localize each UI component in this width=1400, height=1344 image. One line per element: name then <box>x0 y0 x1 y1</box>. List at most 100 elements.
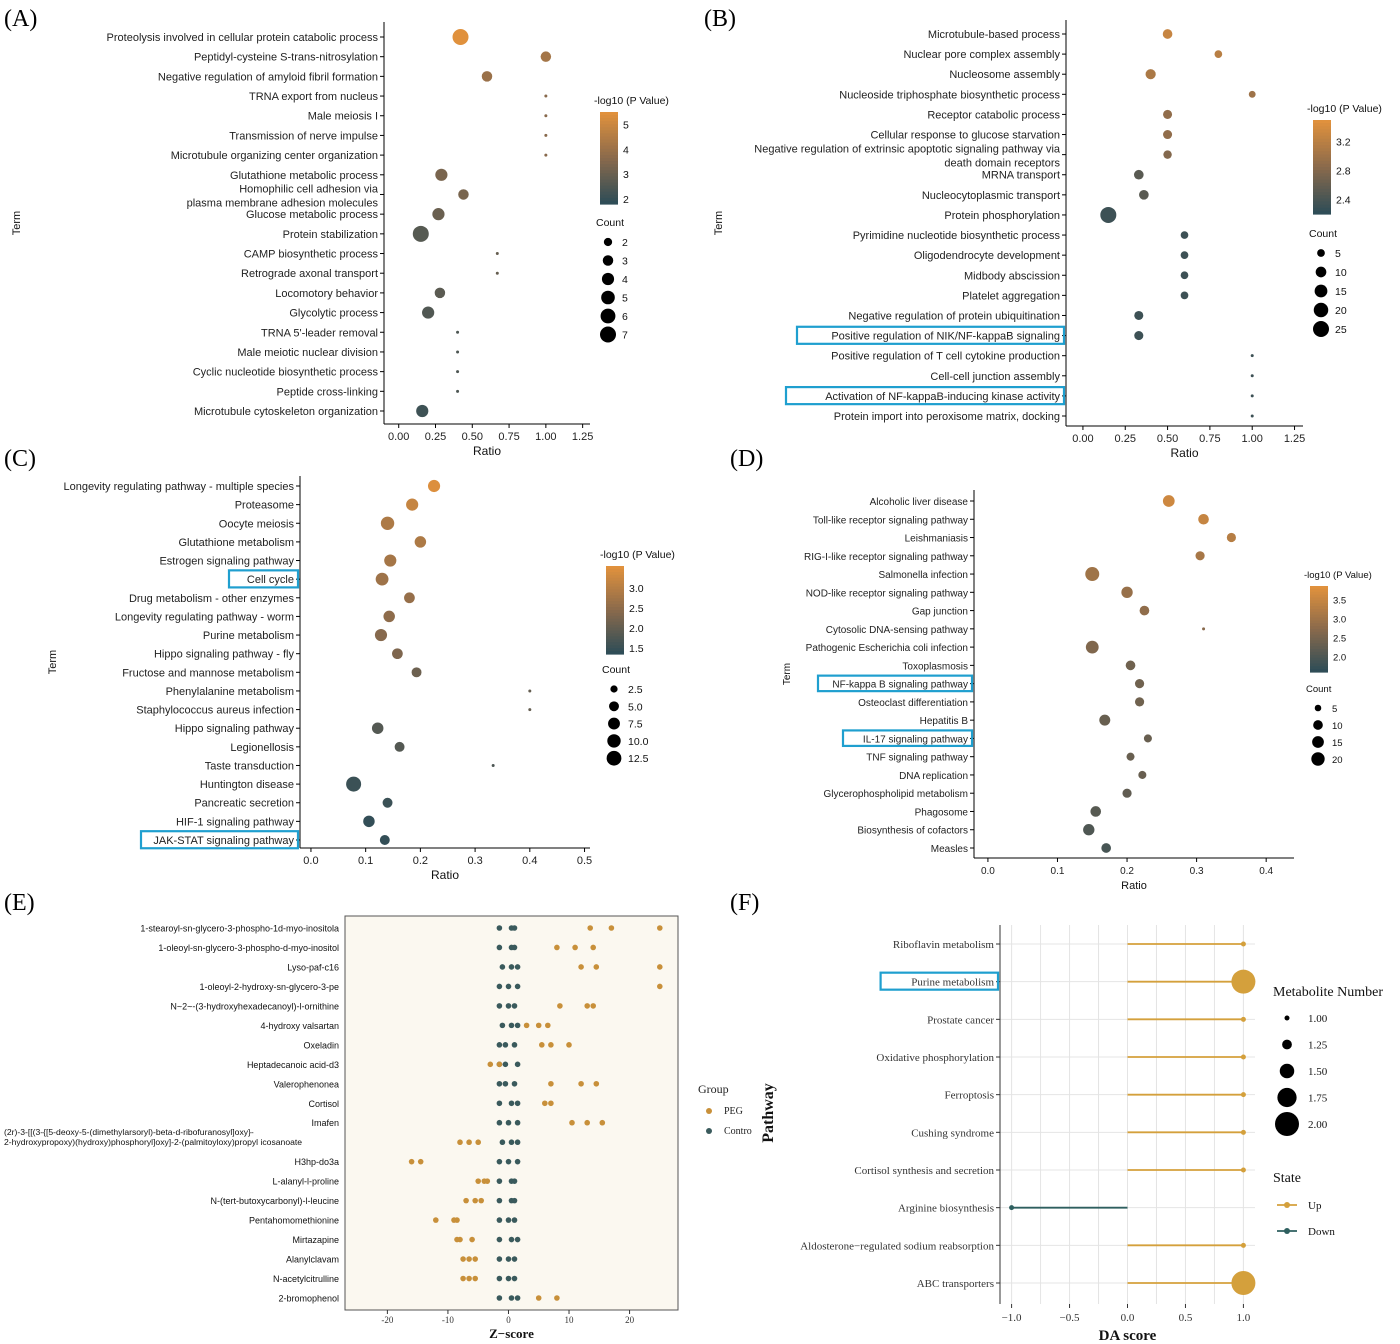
term-label: NOD-like receptor signaling pathway <box>806 588 968 599</box>
state-legend-label: Down <box>1308 1226 1335 1238</box>
x-tick-label: 0.3 <box>1190 866 1204 877</box>
color-bar-segment <box>1310 643 1328 647</box>
compound-label: Imafen <box>311 1118 339 1128</box>
color-bar-segment <box>600 148 618 153</box>
peg-point <box>469 1236 475 1243</box>
color-bar-segment <box>1313 141 1331 146</box>
color-bar-segment <box>600 121 618 125</box>
control-point <box>514 1139 521 1146</box>
peg-point <box>408 1158 415 1165</box>
control-point <box>496 1178 503 1184</box>
peg-point <box>554 1295 560 1301</box>
control-point <box>511 1275 518 1282</box>
control-point <box>505 1119 512 1126</box>
control-point <box>508 1139 515 1146</box>
color-bar-segment <box>1313 123 1331 127</box>
color-bar-segment <box>1310 603 1328 607</box>
control-point <box>496 1197 503 1204</box>
lollipop-head <box>1231 969 1256 994</box>
color-bar-segment <box>600 197 618 202</box>
pathway-label: Aldosterone−regulated sodium reabsorptio… <box>800 1240 994 1252</box>
color-bar-segment <box>1313 163 1331 168</box>
control-point <box>496 1295 503 1301</box>
control-point <box>499 964 506 970</box>
color-legend-tick: 1.5 <box>629 643 644 655</box>
peg-point <box>578 964 584 970</box>
term-label: Nucleocytoplasmic transport <box>922 190 1060 202</box>
control-point <box>508 964 515 970</box>
color-bar-segment <box>600 139 618 144</box>
term-label: Protein stabilization <box>283 229 378 241</box>
pathway-label: Riboflavin metabolism <box>893 939 995 951</box>
control-point <box>514 1295 521 1301</box>
color-bar-segment <box>1313 198 1331 203</box>
size-legend-dot <box>1315 266 1327 278</box>
size-legend-dot <box>600 326 616 343</box>
control-point <box>496 1158 503 1165</box>
panel-label-d: (D) <box>730 446 763 472</box>
color-bar-segment <box>606 566 624 570</box>
size-legend-dot <box>607 734 621 748</box>
color-legend-tick: 3.0 <box>629 583 644 595</box>
color-bar-segment <box>600 182 618 187</box>
size-legend-label: 12.5 <box>628 753 649 765</box>
data-point <box>414 536 427 548</box>
data-point <box>1139 605 1150 616</box>
data-point <box>382 797 393 808</box>
color-bar-segment <box>1310 637 1328 642</box>
term-label: Locomotory behavior <box>275 288 378 300</box>
size-legend-dot <box>1311 752 1325 766</box>
data-point <box>544 94 548 98</box>
data-point <box>491 763 495 767</box>
term-label: Fructose and mannose metabolism <box>122 667 294 679</box>
panel-c-bubble-chart: Longevity regulating pathway - multiple … <box>47 476 675 882</box>
compound-label: Oxeladin <box>303 1040 339 1050</box>
peg-point <box>460 1256 466 1262</box>
control-point <box>505 983 512 990</box>
color-bar-segment <box>1313 192 1331 196</box>
color-bar-segment <box>1310 586 1328 590</box>
color-bar-segment <box>1313 204 1331 209</box>
color-bar-segment <box>1313 138 1331 143</box>
data-point <box>1163 150 1172 159</box>
peg-point <box>478 1197 485 1204</box>
term-label: Nucleoside triphosphate biosynthetic pro… <box>839 89 1060 101</box>
peg-point <box>569 1119 575 1126</box>
size-legend-dot <box>1279 1063 1295 1079</box>
peg-point <box>548 1100 554 1107</box>
peg-point <box>457 1236 463 1243</box>
color-bar-segment <box>1313 185 1331 190</box>
control-point <box>496 925 503 931</box>
lollipop-head <box>1240 1054 1246 1060</box>
size-legend-label: 10 <box>1332 721 1343 732</box>
term-label: Oligodendrocyte development <box>914 250 1060 262</box>
color-bar-segment <box>1313 188 1331 193</box>
term-label: Cell cycle <box>247 574 294 586</box>
term-label: Transmission of nerve impulse <box>229 130 378 142</box>
control-point <box>505 1217 512 1223</box>
x-tick-label: 0.00 <box>388 431 409 443</box>
term-label: NF-kappa B signaling pathway <box>832 680 968 691</box>
y-axis-title: Term <box>713 211 725 235</box>
peg-point <box>578 1080 584 1087</box>
size-legend-label: 15 <box>1335 286 1347 298</box>
data-point <box>416 404 429 418</box>
pathway-label: Cortisol synthesis and secretion <box>854 1165 994 1177</box>
state-legend-dot <box>1284 1202 1290 1208</box>
data-point <box>411 667 422 678</box>
x-tick-label: 0.25 <box>425 431 446 443</box>
term-label: Estrogen signaling pathway <box>159 556 294 568</box>
color-bar-segment <box>600 118 618 122</box>
data-point <box>404 592 415 604</box>
size-legend-dot <box>606 750 622 766</box>
term-label: Gap junction <box>912 607 968 618</box>
size-legend-dot <box>1314 704 1322 712</box>
control-point <box>514 983 521 990</box>
x-tick-label: 0.00 <box>1072 433 1093 445</box>
peg-point <box>417 1158 424 1165</box>
compound-label: Pentahomomethionine <box>249 1216 339 1226</box>
term-label: MRNA transport <box>982 170 1060 182</box>
y-axis-title: Term <box>47 650 59 674</box>
size-legend-label: 10 <box>1335 267 1347 279</box>
peg-point <box>584 1119 590 1126</box>
